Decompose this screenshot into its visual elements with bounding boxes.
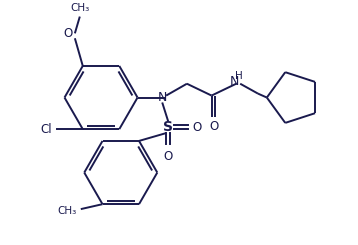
Text: H: H: [235, 71, 243, 81]
Text: O: O: [164, 150, 173, 163]
Text: O: O: [209, 120, 218, 133]
Text: N: N: [158, 91, 167, 104]
Text: N: N: [229, 75, 239, 88]
Text: O: O: [63, 27, 73, 40]
Text: O: O: [192, 121, 202, 134]
Text: CH₃: CH₃: [70, 3, 90, 13]
Text: S: S: [163, 120, 173, 134]
Text: CH₃: CH₃: [57, 206, 77, 216]
Text: Cl: Cl: [40, 123, 52, 136]
